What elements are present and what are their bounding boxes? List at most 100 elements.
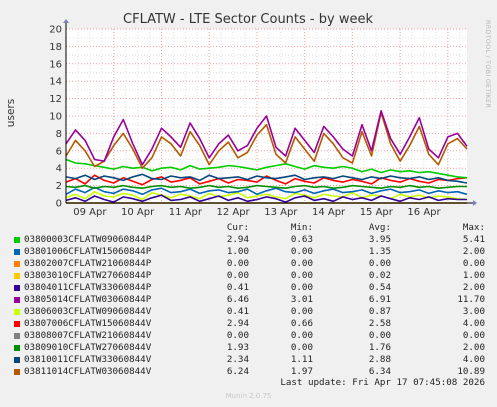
- legend-swatch: [14, 321, 20, 327]
- legend-swatch: [14, 237, 20, 243]
- axes: 0 2 4 6 8 10 12 14 16 18 20 09 Apr 10 Apr 11 Apr 12 Ap…: [49, 19, 477, 218]
- legend-max-value: 10.89: [457, 366, 485, 377]
- legend-swatch: [14, 285, 20, 291]
- legend-cur-value: 0.41: [226, 282, 249, 293]
- legend-cur-value: 0.00: [226, 258, 249, 269]
- legend-row: 03811014CFLATW03060844V 6.24 1.97 6.34 10.89: [0, 366, 497, 378]
- legend-row: 03802007CFLATW21060844P 0.00 0.00 0.00 0.00: [0, 258, 497, 270]
- legend-cur-value: 1.00: [226, 246, 249, 257]
- legend-avg-value: 6.91: [368, 294, 391, 305]
- legend-row: 03805014CFLATW03060844P 6.46 3.01 6.91 11.70: [0, 294, 497, 306]
- x-tick-label: 09 Apr: [73, 207, 107, 218]
- legend-swatch: [14, 249, 20, 255]
- legend-cur-value: 6.46: [226, 294, 249, 305]
- legend-max-value: 4.00: [462, 318, 485, 329]
- x-tick-label: 16 Apr: [407, 207, 441, 218]
- legend-min-value: 0.00: [290, 270, 313, 281]
- legend-cur-value: 2.94: [226, 318, 249, 329]
- legend-swatch: [14, 345, 20, 351]
- legend-series-name: 03810011CFLATW33060844V: [24, 354, 152, 365]
- legend-min-value: 1.11: [290, 354, 313, 365]
- series-line-03806003CFLATW09060844V: [65, 190, 468, 201]
- y-axis-label: users: [5, 99, 17, 127]
- legend-row: 03800003CFLATW09060844P 2.94 0.63 3.95 5.41: [0, 234, 497, 246]
- y-tick-label: 12: [49, 94, 62, 105]
- last-update: Last update: Fri Apr 17 07:45:08 2026: [280, 377, 485, 388]
- legend-avg-value: 2.58: [368, 318, 391, 329]
- legend-swatch: [14, 261, 20, 267]
- legend-max-value: 1.00: [462, 270, 485, 281]
- legend-max-value: 4.00: [462, 354, 485, 365]
- munin-version: Munin 2.0.75: [225, 392, 272, 400]
- legend-swatch: [14, 333, 20, 339]
- legend-cur-value: 6.24: [226, 366, 249, 377]
- legend-avg-value: 2.88: [368, 354, 391, 365]
- legend-min-value: 0.63: [290, 234, 313, 245]
- legend-cur-value: 0.41: [226, 306, 249, 317]
- legend-header: Cur: Min: Avg: Max:: [0, 222, 497, 234]
- y-tick-label: 14: [49, 77, 62, 88]
- legend-swatch: [14, 297, 20, 303]
- legend-avg-value: 0.54: [368, 282, 391, 293]
- legend-min-value: 1.97: [290, 366, 313, 377]
- y-tick-label: 10: [49, 112, 62, 123]
- legend-min-value: 0.66: [290, 318, 313, 329]
- legend-min-value: 0.00: [290, 306, 313, 317]
- legend-header-max: Max:: [462, 222, 485, 233]
- legend-row: 03807006CFLATW15060844V 2.94 0.66 2.58 4.00: [0, 318, 497, 330]
- legend-max-value: 2.00: [462, 282, 485, 293]
- series-line-03805014CFLATW03060844P: [65, 110, 468, 166]
- x-tick-label: 11 Apr: [169, 207, 203, 218]
- legend-series-name: 03804011CFLATW33060844P: [24, 282, 152, 293]
- legend-max-value: 0.00: [462, 330, 485, 341]
- y-tick-label: 0: [56, 199, 62, 210]
- legend-min-value: 0.00: [290, 258, 313, 269]
- legend-series-name: 03805014CFLATW03060844P: [24, 294, 152, 305]
- x-tick-label: 13 Apr: [264, 207, 298, 218]
- legend-swatch: [14, 357, 20, 363]
- legend-row: 03810011CFLATW33060844V 2.34 1.11 2.88 4.00: [0, 354, 497, 366]
- series-line-03807006CFLATW15060844V: [65, 174, 468, 186]
- series-line-03804011CFLATW33060844P: [65, 194, 467, 203]
- legend-cur-value: 0.00: [226, 270, 249, 281]
- grid: [66, 28, 467, 204]
- legend-avg-value: 1.76: [368, 342, 391, 353]
- legend-row: 03808007CFLATW21060844V 0.00 0.00 0.00 0.00: [0, 330, 497, 342]
- x-tick-label: 15 Apr: [360, 207, 394, 218]
- chart-title: CFLATW - LTE Sector Counts - by week: [123, 12, 373, 27]
- y-tick-label: 8: [56, 129, 62, 140]
- series-line-03809010CFLATW27060844V: [65, 184, 467, 189]
- y-axis-arrow: [63, 19, 69, 23]
- legend-cur-value: 2.94: [226, 234, 249, 245]
- legend-series-name: 03801006CFLATW15060844P: [24, 246, 152, 257]
- series-line-03811014CFLATW03060844V: [65, 111, 468, 169]
- x-tick-label: 14 Apr: [312, 207, 346, 218]
- legend-avg-value: 0.00: [368, 258, 391, 269]
- legend-swatch: [14, 309, 20, 315]
- legend-cur-value: 1.93: [226, 342, 249, 353]
- legend-row: 03801006CFLATW15060844P 1.00 0.00 1.35 2.00: [0, 246, 497, 258]
- legend-row: 03809010CFLATW27060844V 1.93 0.00 1.76 2.00: [0, 342, 497, 354]
- legend-max-value: 0.00: [462, 258, 485, 269]
- chart: CFLATW - LTE Sector Counts - by week use…: [5, 12, 492, 218]
- legend-series-name: 03808007CFLATW21060844V: [24, 330, 152, 341]
- legend-avg-value: 0.87: [368, 306, 391, 317]
- legend-header-cur: Cur:: [226, 222, 249, 233]
- legend-series-name: 03800003CFLATW09060844P: [24, 234, 152, 245]
- y-tick-label: 2: [56, 181, 62, 192]
- legend-avg-value: 6.34: [368, 366, 391, 377]
- y-tick-label: 6: [56, 146, 62, 157]
- legend-max-value: 2.00: [462, 246, 485, 257]
- x-axis-arrow: [473, 200, 477, 206]
- x-tick-label: 10 Apr: [121, 207, 155, 218]
- y-tick-label: 4: [56, 164, 62, 175]
- series-line-03800003CFLATW09060844P: [65, 158, 468, 179]
- legend-rows: 03800003CFLATW09060844P 2.94 0.63 3.95 5.41 0…: [0, 234, 497, 378]
- legend-cur-value: 0.00: [226, 330, 249, 341]
- legend-series-name: 03806003CFLATW09060844V: [24, 306, 152, 317]
- legend-avg-value: 1.35: [368, 246, 391, 257]
- legend-cur-value: 2.34: [226, 354, 249, 365]
- legend-series-name: 03807006CFLATW15060844V: [24, 318, 152, 329]
- legend-max-value: 2.00: [462, 342, 485, 353]
- legend-max-value: 3.00: [462, 306, 485, 317]
